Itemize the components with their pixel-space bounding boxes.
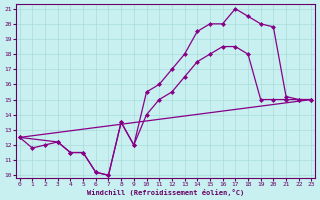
X-axis label: Windchill (Refroidissement éolien,°C): Windchill (Refroidissement éolien,°C) — [87, 189, 244, 196]
